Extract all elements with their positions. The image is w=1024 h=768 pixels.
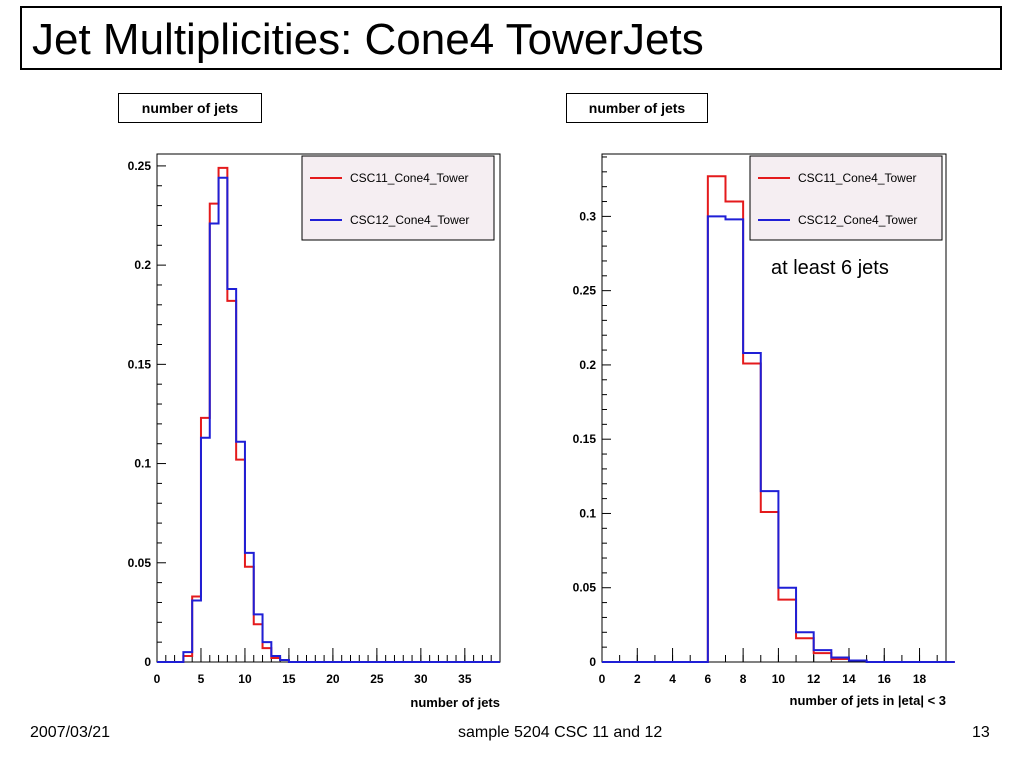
x-axis: 0 5 10 15 20 25 30 35 (154, 648, 501, 686)
x-tick-label: 5 (198, 672, 205, 686)
y-axis: 0 0.05 0.1 0.15 0.2 0.25 0.3 (573, 156, 611, 669)
x-tick-label: 0 (599, 672, 606, 686)
x-tick-label: 4 (669, 672, 676, 686)
legend-box (749, 155, 943, 241)
x-tick-label: 35 (458, 672, 472, 686)
y-tick-label: 0.05 (573, 581, 597, 595)
y-tick-label: 0.05 (128, 556, 152, 570)
x-axis-label: number of jets (410, 695, 500, 710)
y-tick-label: 0.1 (134, 457, 151, 471)
y-tick-label: 0.2 (579, 358, 596, 372)
y-axis: 0 0.05 0.1 0.15 0.2 0.25 (128, 159, 166, 669)
x-tick-label: 14 (842, 672, 856, 686)
right-chart-svg: 0 0.05 0.1 0.15 0.2 0.25 0.3 0 2 4 6 8 10 12 14 16 18 num… (573, 153, 955, 708)
legend: CSC11_Cone4_Tower CSC12_Cone4_Tower (301, 155, 495, 241)
histogram-series-csc12-cone4-tower (602, 215, 955, 663)
legend-box (301, 155, 495, 241)
legend-label: CSC12_Cone4_Tower (798, 213, 917, 227)
footer-page-number: 13 (972, 724, 990, 741)
y-tick-label: 0 (589, 655, 596, 669)
x-tick-label: 0 (154, 672, 161, 686)
x-tick-label: 8 (740, 672, 747, 686)
x-tick-label: 10 (772, 672, 786, 686)
x-tick-label: 30 (414, 672, 428, 686)
footer-date: 2007/03/21 (30, 724, 111, 741)
right-chart: 0 0.05 0.1 0.15 0.2 0.25 0.3 0 2 4 6 8 10 12 14 16 18 num… (556, 140, 966, 720)
left-histogram-title: number of jets (118, 93, 262, 123)
y-tick-label: 0.25 (128, 159, 152, 173)
x-tick-label: 20 (326, 672, 340, 686)
y-tick-label: 0.2 (134, 258, 151, 272)
annotation-at-least-6-jets: at least 6 jets (771, 257, 889, 279)
y-tick-label: 0 (144, 655, 151, 669)
y-tick-label: 0.1 (579, 506, 596, 520)
x-tick-label: 16 (878, 672, 892, 686)
x-axis-label: number of jets in |eta| < 3 (790, 693, 946, 708)
legend-label: CSC12_Cone4_Tower (350, 213, 469, 227)
legend-label: CSC11_Cone4_Tower (798, 171, 917, 185)
legend: CSC11_Cone4_Tower CSC12_Cone4_Tower (749, 155, 943, 241)
x-tick-label: 6 (705, 672, 712, 686)
y-tick-label: 0.25 (573, 284, 597, 298)
footer-center-text: sample 5204 CSC 11 and 12 (458, 724, 663, 741)
slide-title-box: Jet Multiplicities: Cone4 TowerJets (20, 6, 1002, 70)
y-tick-label: 0.15 (128, 357, 152, 371)
legend-label: CSC11_Cone4_Tower (350, 171, 469, 185)
y-tick-label: 0.15 (573, 432, 597, 446)
left-chart-svg: 0 0.05 0.1 0.15 0.2 0.25 0 5 10 15 20 25 30 35 number … (128, 153, 501, 710)
x-tick-label: 25 (370, 672, 384, 686)
x-tick-label: 2 (634, 672, 641, 686)
y-tick-label: 0.3 (579, 209, 596, 223)
right-histogram-title: number of jets (566, 93, 708, 123)
x-tick-label: 15 (282, 672, 296, 686)
left-chart: 0 0.05 0.1 0.15 0.2 0.25 0 5 10 15 20 25 30 35 number … (108, 140, 518, 720)
x-tick-label: 18 (913, 672, 927, 686)
slide-title: Jet Multiplicities: Cone4 TowerJets (32, 15, 704, 64)
histogram-series-csc12-cone4-tower (157, 176, 500, 663)
x-tick-label: 10 (238, 672, 252, 686)
x-tick-label: 12 (807, 672, 821, 686)
